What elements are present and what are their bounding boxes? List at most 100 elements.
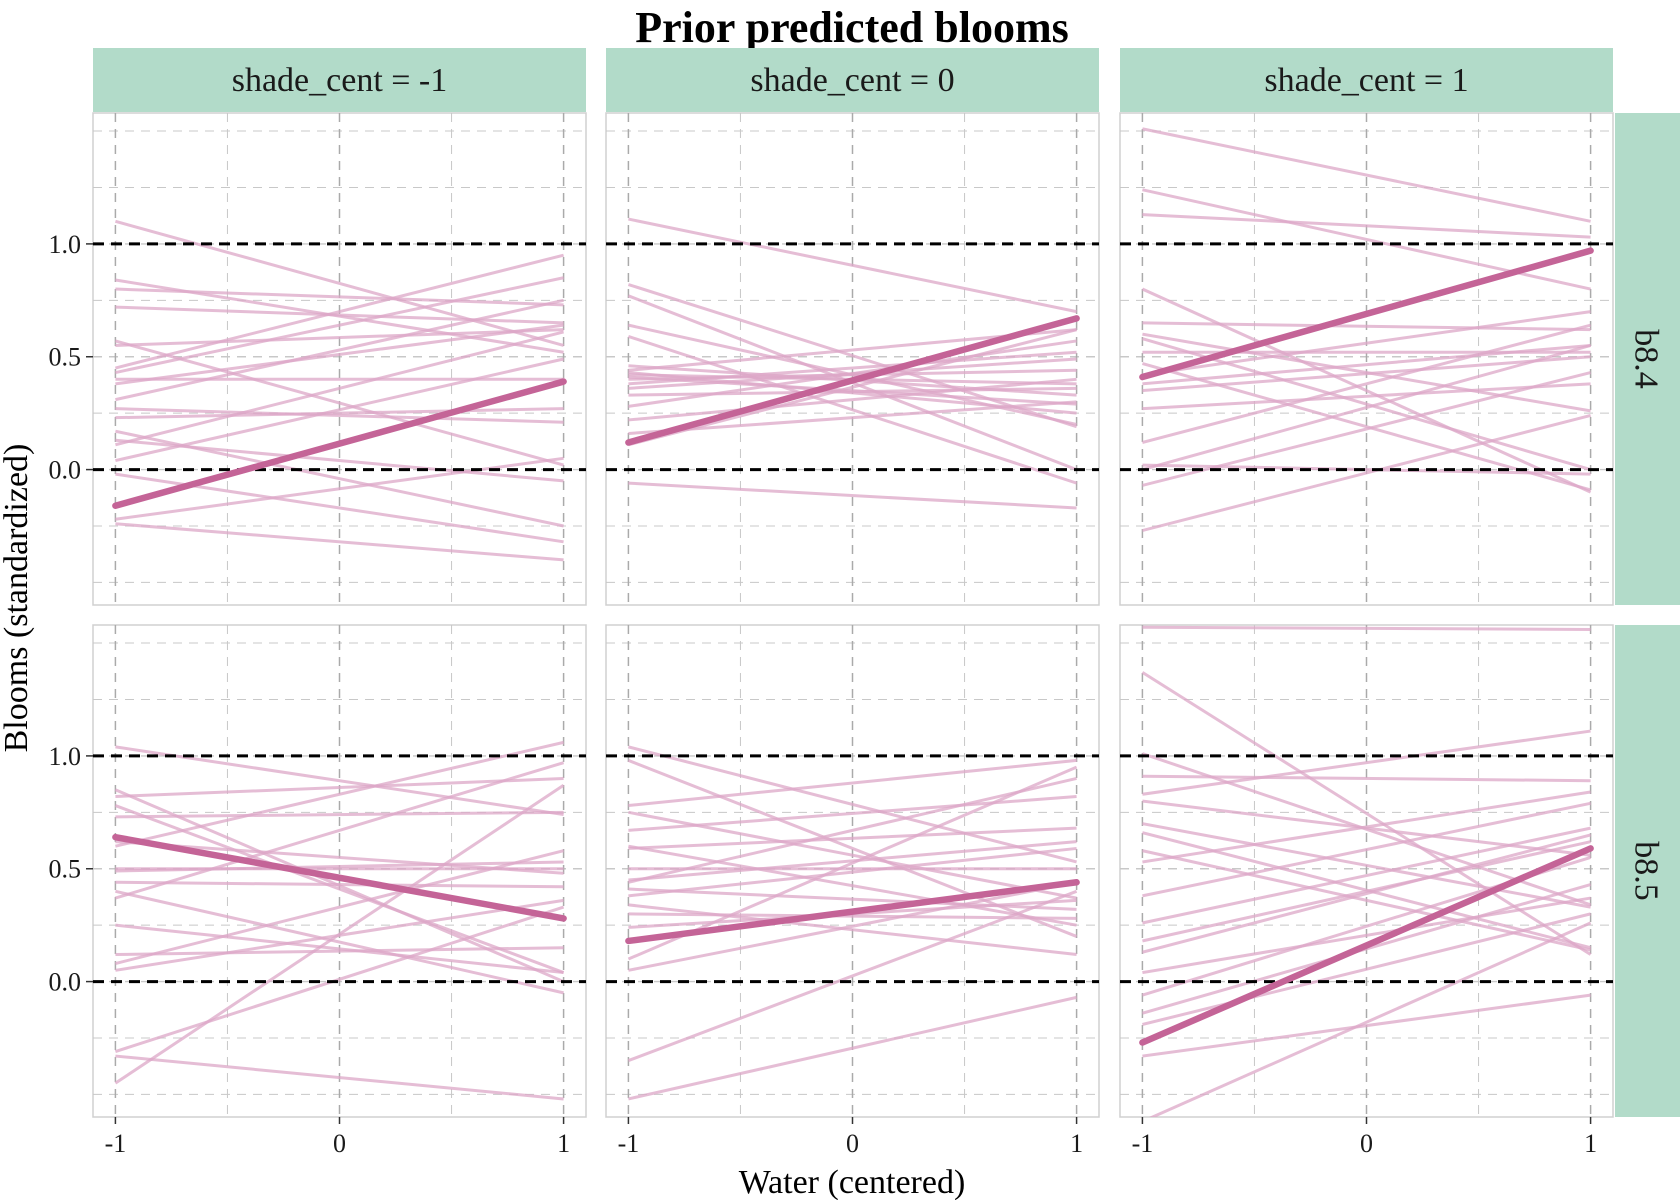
sample-line: [1142, 413, 1591, 532]
sample-line: [628, 758, 1077, 808]
sample-line: [628, 826, 1077, 850]
x-tick-label: -1: [1132, 1129, 1154, 1158]
sample-line: [115, 745, 564, 817]
sample-line: [1141, 337, 1592, 472]
sample-line: [1142, 799, 1591, 857]
sample-line: [115, 330, 564, 447]
sample-line: [628, 840, 1077, 882]
sample-line: [1142, 343, 1591, 386]
panel-grid: shade_cent = -1 shade_cent = 0 shade_cent …: [49, 48, 1680, 1158]
panel-lines: [93, 219, 586, 562]
sample-line: [115, 407, 564, 420]
y-tick-label: 0.5: [49, 343, 82, 372]
x-tick-label: 1: [1070, 1129, 1083, 1158]
sample-line: [115, 438, 564, 483]
sample-line: [115, 810, 564, 819]
sample-line: [628, 400, 1077, 435]
x-tick-label: 1: [557, 1129, 570, 1158]
column-strip: [606, 48, 1099, 112]
sample-line: [115, 323, 564, 386]
x-tick-label: -1: [105, 1129, 127, 1158]
x-tick-label: -1: [618, 1129, 640, 1158]
sample-line: [628, 350, 1077, 386]
sample-line: [628, 995, 1077, 1101]
sample-line: [115, 339, 564, 467]
sample-line: [1142, 310, 1591, 377]
sample-line: [115, 328, 564, 347]
sample-line: [115, 889, 564, 995]
x-tick-label: 0: [846, 1129, 859, 1158]
panel: [92, 624, 587, 1118]
sample-line: [1142, 371, 1591, 487]
highlight-line: [625, 315, 1080, 446]
sample-line: [115, 946, 564, 957]
sample-line: [115, 407, 564, 424]
panel: [92, 112, 587, 606]
panel-lines: [606, 745, 1099, 1101]
sample-line: [627, 765, 1078, 961]
x-tick-label: 1: [1584, 1129, 1597, 1158]
highlight-line: [112, 833, 567, 922]
sample-line: [115, 923, 564, 975]
sample-line: [627, 889, 1078, 1062]
highlight-line: [1139, 845, 1594, 1046]
sample-line: [1142, 801, 1591, 898]
sample-line: [627, 283, 1078, 429]
column-strip-label: shade_cent = 1: [1264, 62, 1468, 99]
sample-line: [115, 357, 564, 463]
sample-line: [115, 298, 564, 402]
highlight-line: [112, 378, 567, 509]
sample-line: [628, 880, 1077, 972]
sample-line: [1142, 826, 1591, 925]
panel: [1119, 624, 1614, 1118]
sample-line: [115, 305, 564, 325]
sample-line: [628, 912, 1077, 920]
sample-line: [1142, 355, 1591, 393]
row-strip-label: b8.5: [1628, 841, 1665, 901]
panel: [605, 112, 1100, 606]
sample-line: [628, 777, 1077, 884]
panel-lines: [1120, 625, 1613, 1117]
column-strip: [93, 48, 586, 112]
panel: [1119, 112, 1614, 606]
panel-lines: [606, 217, 1099, 510]
sample-line: [1142, 127, 1591, 223]
chart-title: Prior predicted blooms: [635, 3, 1068, 52]
sample-line: [115, 1054, 564, 1101]
sample-line: [114, 761, 565, 900]
sample-line: [1142, 822, 1591, 909]
highlight-line: [1139, 247, 1594, 381]
sample-line: [115, 219, 564, 347]
sample-line: [115, 740, 564, 848]
column-strip-label: shade_cent = 0: [750, 62, 954, 99]
sample-line: [628, 217, 1077, 314]
sample-line: [627, 335, 1078, 485]
sample-line: [115, 880, 564, 889]
column-strip-label: shade_cent = -1: [232, 62, 448, 99]
panel: [605, 624, 1100, 1118]
y-tick-label: 0.5: [49, 855, 82, 884]
row-strip-label: b8.4: [1628, 329, 1665, 389]
y-tick-label: 1.0: [49, 230, 82, 259]
sample-line: [115, 253, 564, 370]
sample-line: [115, 456, 564, 521]
row-strip: [1615, 113, 1680, 605]
row-strip: [1615, 625, 1680, 1117]
x-tick-label: 0: [333, 1129, 346, 1158]
sample-line: [114, 783, 565, 1085]
sample-line: [628, 357, 1077, 390]
sample-line: [1142, 382, 1591, 411]
sample-line: [115, 276, 564, 375]
panel-lines: [93, 740, 586, 1101]
sample-line: [1142, 729, 1591, 796]
sample-line: [115, 776, 564, 799]
sample-line: [628, 328, 1077, 447]
sample-line: [1142, 993, 1591, 1058]
x-axis-label: Water (centered): [739, 1164, 966, 1200]
sample-line: [1142, 833, 1591, 954]
sample-line: [114, 804, 565, 974]
sample-line: [1142, 625, 1591, 632]
sample-line: [628, 377, 1077, 422]
sample-line: [628, 844, 1077, 927]
